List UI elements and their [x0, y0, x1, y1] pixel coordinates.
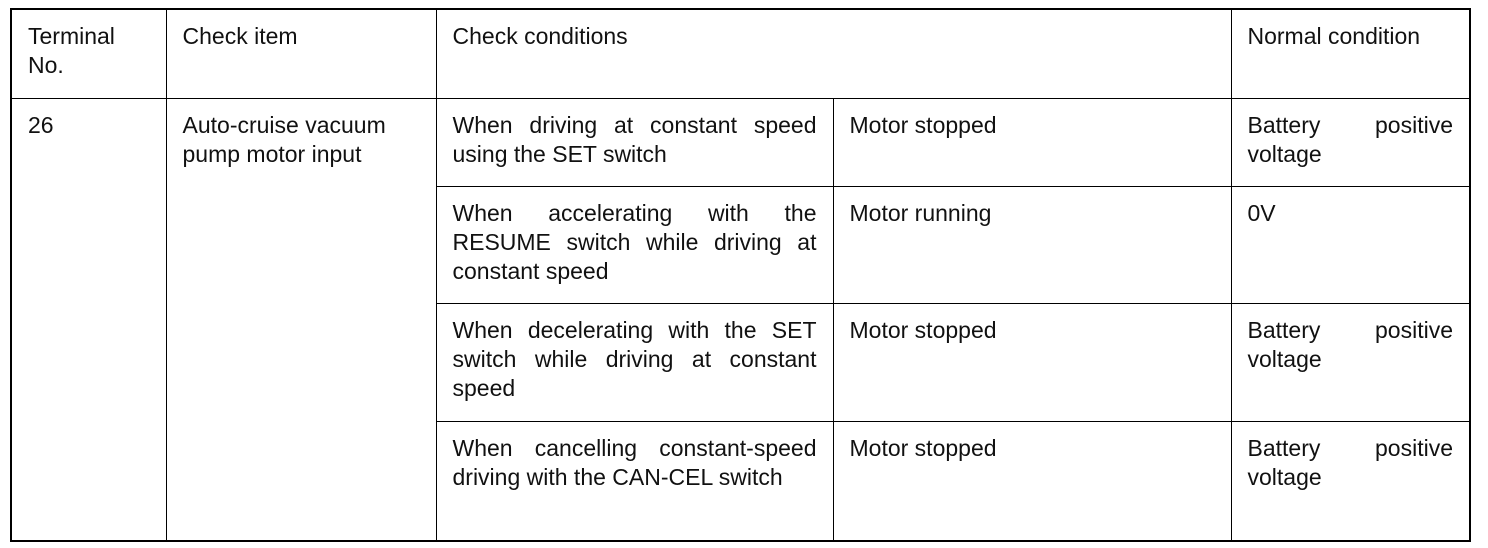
terminal-number: 26	[10, 97, 167, 542]
table-row: When cancelling constant-speed driving w…	[11, 420, 1471, 542]
table-row: When decelerating with the SET switch wh…	[11, 302, 1471, 422]
motor-state: Motor stopped	[832, 420, 1232, 542]
header-check-item: Check item	[165, 8, 437, 99]
check-condition: When cancelling constant-speed driving w…	[435, 420, 834, 542]
normal-condition: Battery positive voltage	[1230, 302, 1471, 422]
table-row: When accelerating with the RESUME switch…	[11, 185, 1471, 304]
header-normal-condition: Normal condition	[1230, 8, 1471, 99]
check-condition: When accelerating with the RESUME switch…	[435, 185, 834, 304]
header-row: Terminal No. Check item Check conditions…	[10, 8, 1471, 99]
normal-condition: Battery positive voltage	[1230, 420, 1471, 542]
header-terminal-no: Terminal No.	[10, 8, 167, 99]
normal-condition: 0V	[1230, 185, 1471, 304]
motor-state: Motor running	[832, 185, 1232, 304]
normal-condition: Battery positive voltage	[1230, 97, 1471, 187]
check-condition: When decelerating with the SET switch wh…	[435, 302, 834, 422]
motor-state: Motor stopped	[832, 97, 1232, 187]
table-row: 26 Auto-cruise vacuum pump motor input W…	[10, 97, 1471, 542]
terminal-check-table: Terminal No. Check item Check conditions…	[10, 8, 1471, 542]
check-condition: When driving at constant speed using the…	[435, 97, 834, 187]
header-check-conditions: Check conditions	[435, 8, 1232, 99]
check-item: Auto-cruise vacuum pump motor input	[165, 97, 437, 542]
motor-state: Motor stopped	[832, 302, 1232, 422]
